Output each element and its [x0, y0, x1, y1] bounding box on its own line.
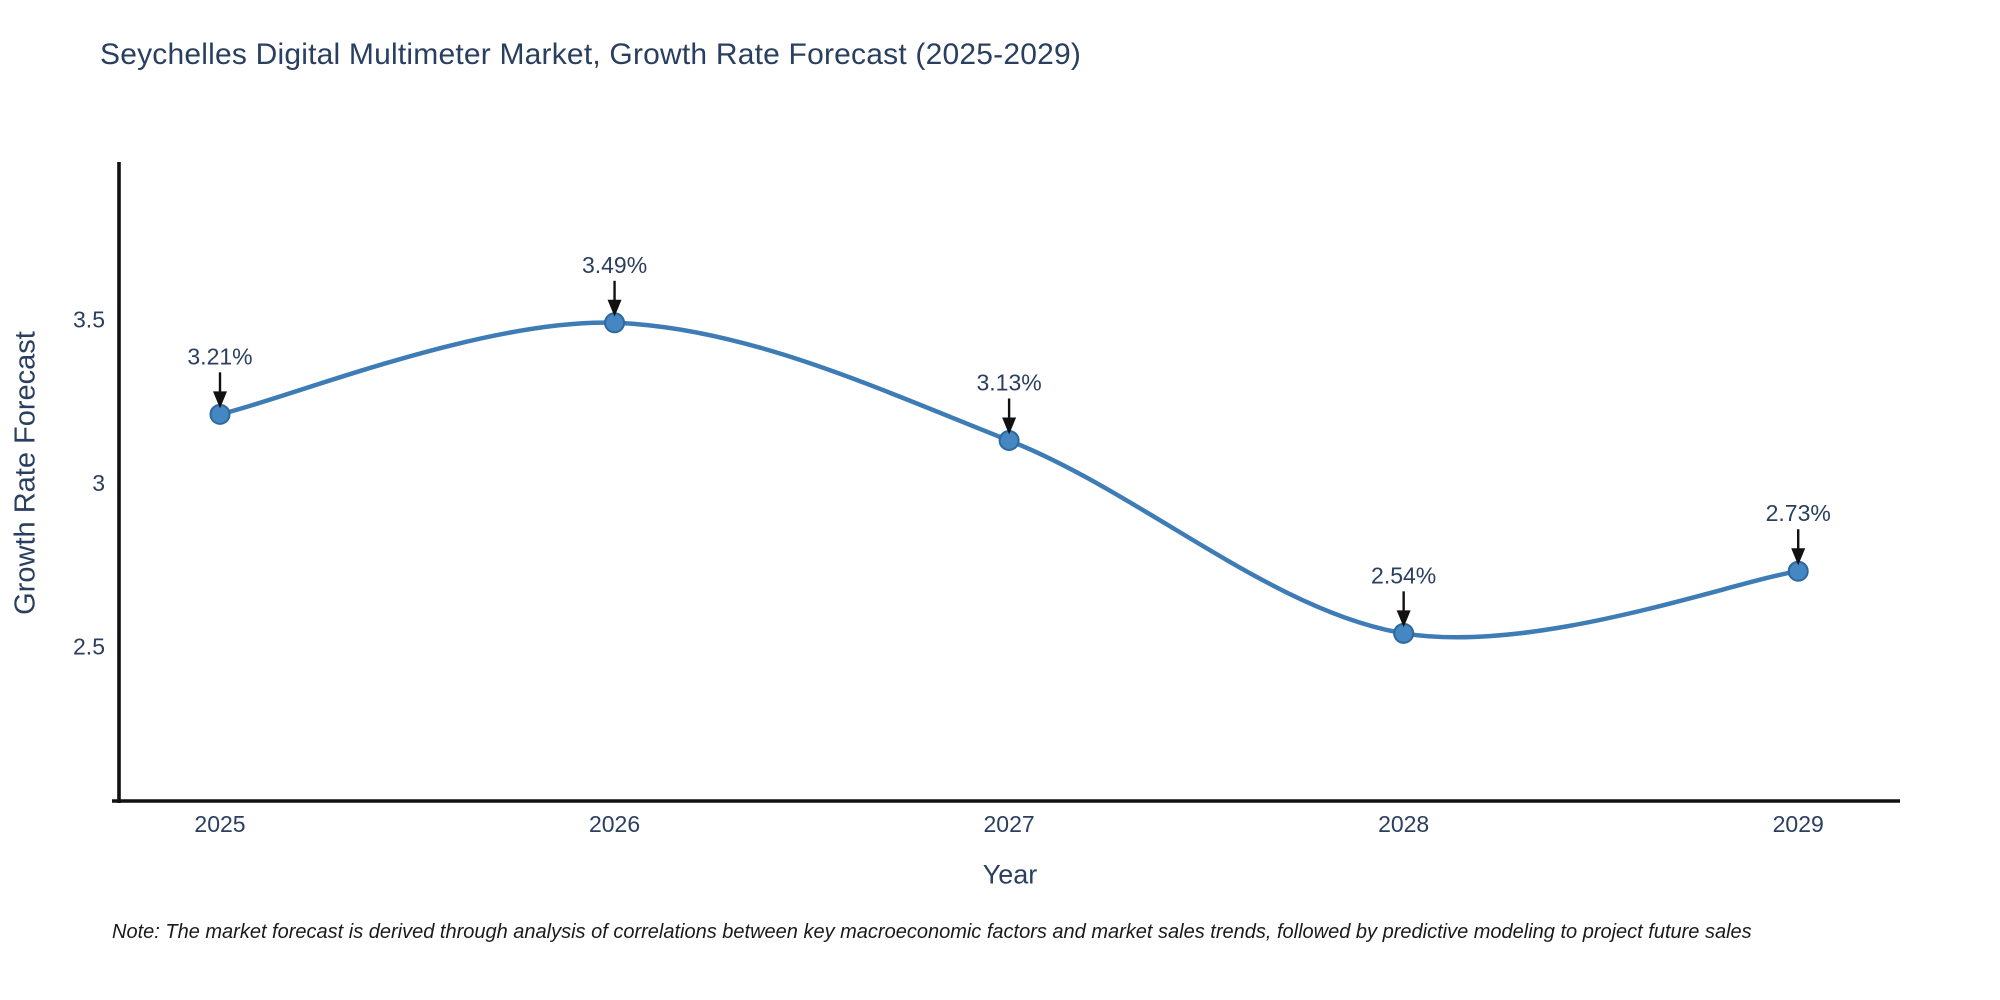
y-tick-label: 3 [92, 470, 105, 496]
data-point-label: 3.49% [582, 252, 647, 278]
annotation-arrowhead [1002, 417, 1017, 435]
data-point-label: 2.73% [1766, 500, 1831, 526]
y-tick-label: 3.5 [73, 307, 105, 333]
x-tick-label: 2026 [589, 811, 640, 837]
annotation-arrowhead [1396, 610, 1411, 628]
chart-footnote: Note: The market forecast is derived thr… [112, 921, 1752, 943]
x-tick-label: 2028 [1378, 811, 1429, 837]
data-point-label: 3.13% [976, 369, 1041, 395]
annotation-arrowhead [213, 391, 228, 409]
y-tick-label: 2.5 [73, 633, 105, 659]
chart-title: Seychelles Digital Multimeter Market, Gr… [100, 38, 1082, 71]
annotation-arrowhead [607, 299, 622, 317]
x-tick-label: 2029 [1773, 811, 1824, 837]
x-tick-label: 2027 [984, 811, 1035, 837]
x-tick-label: 2025 [194, 811, 245, 837]
data-point-label: 3.21% [187, 343, 252, 369]
x-axis-title: Year [982, 859, 1038, 890]
annotation-arrowhead [1791, 548, 1806, 566]
data-point-label: 2.54% [1371, 562, 1436, 588]
